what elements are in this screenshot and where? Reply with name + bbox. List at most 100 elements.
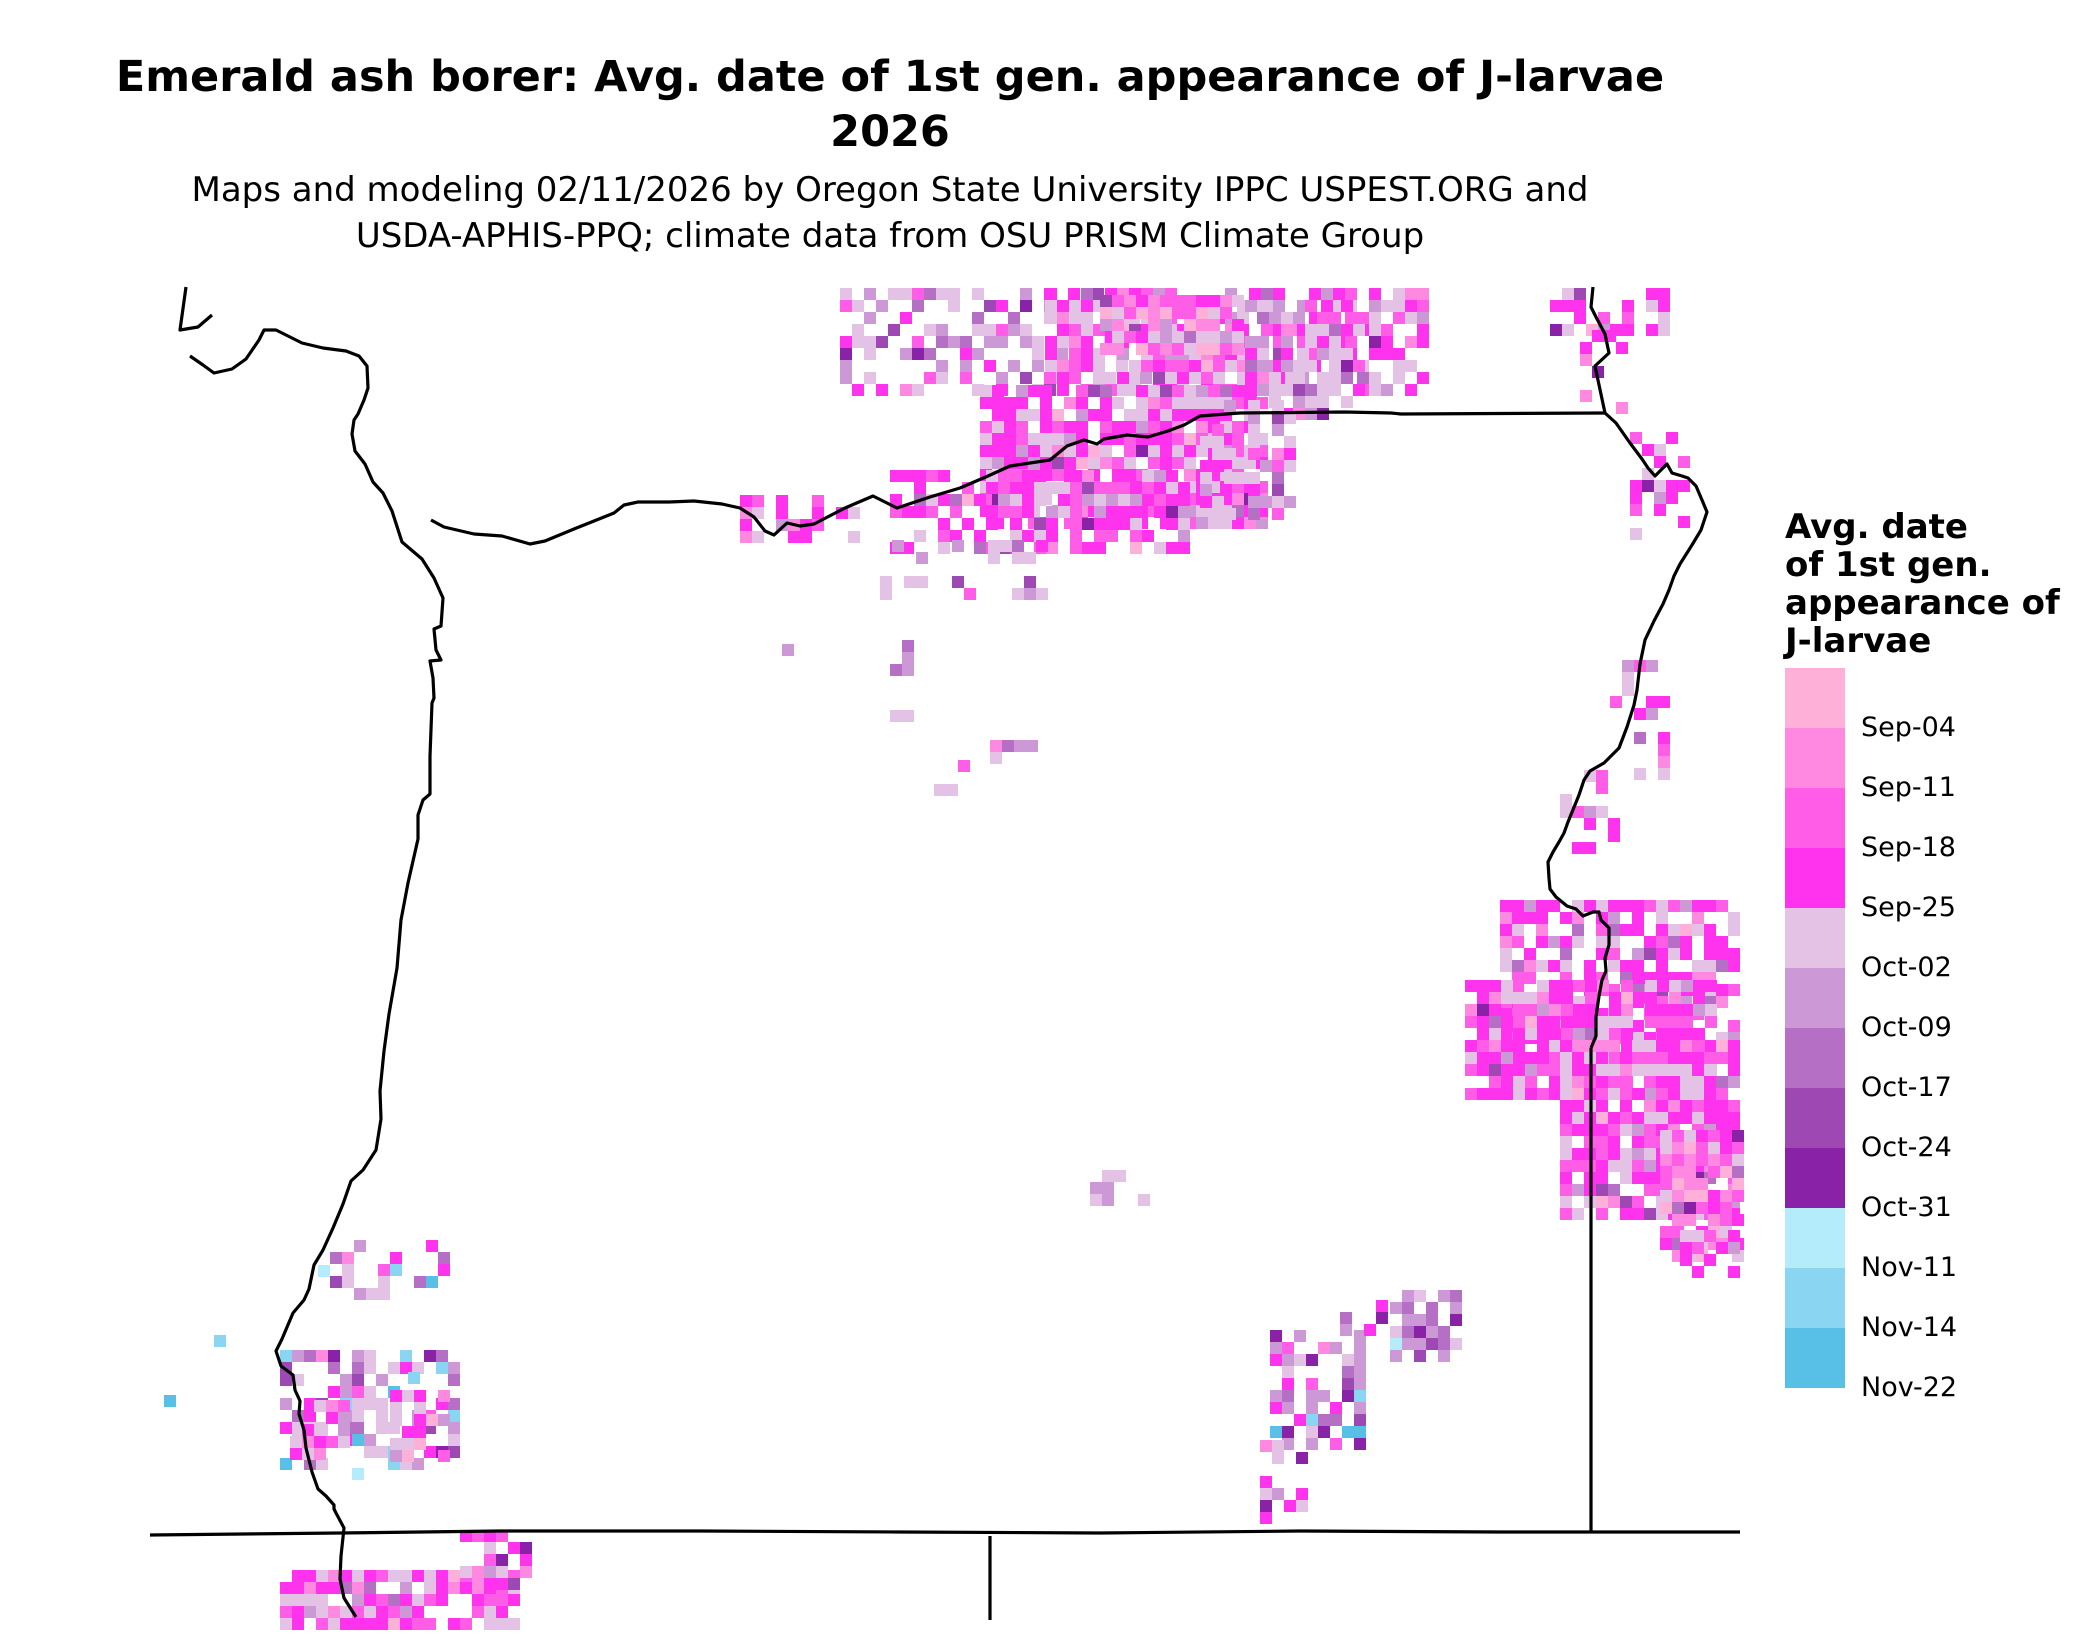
raster-cell [1184, 397, 1196, 409]
raster-cell [1220, 307, 1232, 319]
raster-cell [1153, 372, 1165, 384]
raster-cell [1536, 936, 1548, 948]
raster-cell [1608, 818, 1620, 830]
raster-cell [426, 1240, 438, 1252]
raster-cell [1102, 1194, 1114, 1206]
legend-title-line: J-larvae [1785, 621, 1932, 661]
raster-cell [1117, 384, 1129, 396]
raster-cell [1040, 397, 1052, 409]
raster-cell [1632, 948, 1644, 960]
raster-cell [1669, 992, 1681, 1004]
raster-cell [864, 288, 876, 300]
raster-cell [1692, 1230, 1704, 1242]
raster-cell [946, 784, 958, 796]
raster-cell [1016, 385, 1028, 397]
raster-cell [1306, 1438, 1318, 1450]
raster-cell [1660, 1190, 1672, 1202]
raster-cell [1560, 912, 1572, 924]
raster-cell [1212, 448, 1224, 460]
raster-cell [1245, 360, 1257, 372]
raster-cell [1148, 385, 1160, 397]
raster-cell [1020, 336, 1032, 348]
raster-cell [1329, 384, 1341, 396]
raster-cell [426, 1414, 438, 1426]
raster-cell [1369, 300, 1381, 312]
raster-cell [1100, 385, 1112, 397]
raster-cell [1024, 576, 1036, 588]
raster-cell [1282, 1390, 1294, 1402]
raster-cell [1306, 1402, 1318, 1414]
raster-cell [1672, 1142, 1684, 1154]
raster-cell [1100, 445, 1112, 457]
raster-cell [438, 1390, 450, 1402]
raster-cell [1208, 343, 1220, 355]
raster-cell [1696, 1130, 1708, 1142]
raster-cell [1417, 288, 1429, 300]
raster-cell [1658, 732, 1670, 744]
raster-cell [388, 1594, 400, 1606]
raster-cell [340, 1618, 352, 1630]
raster-cell [326, 1400, 338, 1412]
raster-cell [1345, 312, 1357, 324]
raster-cell [508, 1594, 520, 1606]
oregon-south-border [149, 1529, 1740, 1537]
raster-cell [1705, 1040, 1717, 1052]
raster-cell [1573, 1004, 1585, 1016]
raster-cell [752, 531, 764, 543]
raster-cell [1034, 494, 1046, 506]
raster-cell [1642, 480, 1654, 492]
raster-cell [1070, 518, 1082, 530]
raster-cell [1036, 540, 1048, 552]
raster-cell [1010, 518, 1022, 530]
raster-cell [1644, 1160, 1656, 1172]
raster-cell [1489, 1064, 1501, 1076]
raster-cell [1024, 552, 1036, 564]
raster-cell [390, 1402, 402, 1414]
raster-cell [1660, 1142, 1672, 1154]
raster-cell [1354, 1342, 1366, 1354]
raster-cell [1732, 1214, 1744, 1226]
raster-cell [948, 288, 960, 300]
raster-cell [1369, 312, 1381, 324]
legend-title-line: appearance of [1785, 583, 2060, 623]
legend-swatch [1785, 1208, 1845, 1268]
raster-cell [352, 1410, 364, 1422]
raster-cell [1381, 348, 1393, 360]
raster-cell [1696, 1154, 1708, 1166]
raster-cell [1136, 397, 1148, 409]
raster-cell [1657, 1016, 1669, 1028]
raster-cell [1354, 1366, 1366, 1378]
raster-cell [1656, 1040, 1668, 1052]
raster-cell [402, 1438, 414, 1450]
raster-cell [1704, 1088, 1716, 1100]
raster-cell [1106, 482, 1118, 494]
raster-cell [424, 1446, 436, 1458]
raster-cell [316, 1458, 328, 1470]
raster-cell [1118, 506, 1130, 518]
raster-cell [1438, 1326, 1450, 1338]
raster-cell [1012, 552, 1024, 564]
raster-cell [1046, 518, 1058, 530]
raster-cell [936, 324, 948, 336]
raster-cell [1293, 396, 1305, 408]
raster-cell [364, 1570, 376, 1582]
raster-cell [1620, 1052, 1632, 1064]
raster-cell [378, 1288, 390, 1300]
raster-cell [1621, 1076, 1633, 1088]
raster-cell [1260, 1512, 1272, 1524]
raster-cell [1318, 1342, 1330, 1354]
raster-cell [1212, 460, 1224, 472]
raster-cell [1477, 1040, 1489, 1052]
raster-cell [1561, 980, 1573, 992]
raster-cell [1716, 1112, 1728, 1124]
raster-cell [354, 1288, 366, 1300]
raster-cell [1720, 1130, 1732, 1142]
raster-cell [484, 1554, 496, 1566]
raster-cell [1052, 409, 1064, 421]
raster-cell [1512, 936, 1524, 948]
raster-cell [1106, 518, 1118, 530]
raster-cell [424, 1570, 436, 1582]
raster-cell [352, 1350, 364, 1362]
raster-cell [1620, 1172, 1632, 1184]
raster-cell [328, 1570, 340, 1582]
